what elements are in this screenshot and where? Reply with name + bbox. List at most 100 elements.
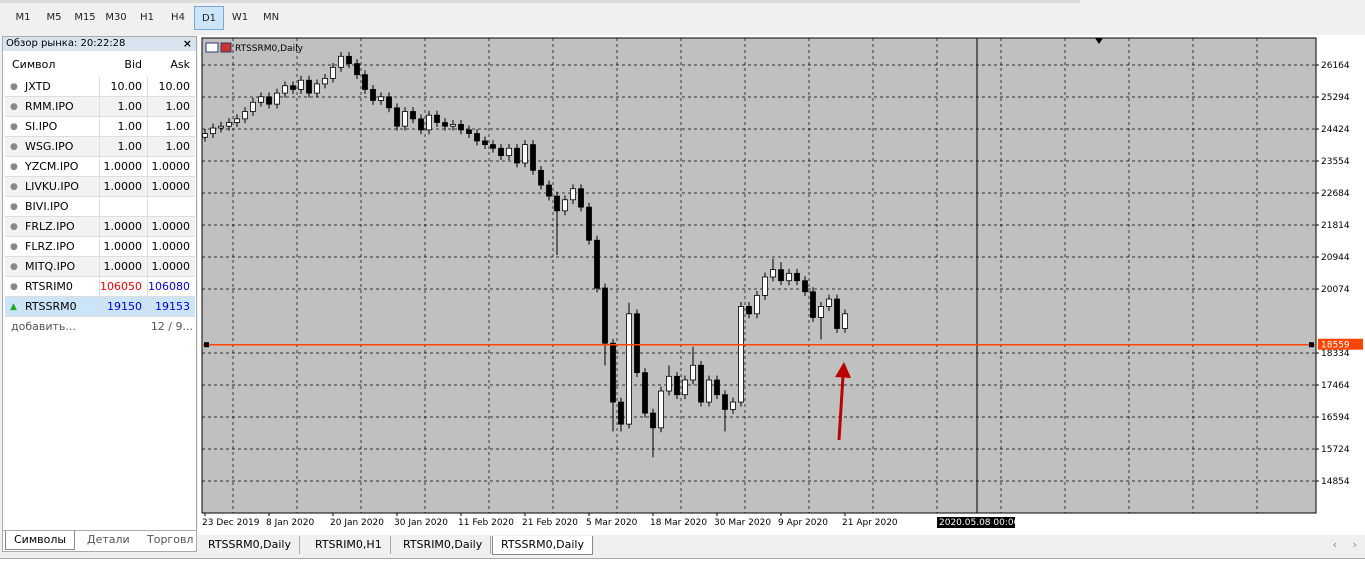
candle-body <box>418 118 424 131</box>
row-icon: ● <box>10 282 18 292</box>
candle-body <box>210 127 216 134</box>
candle-body <box>658 390 664 429</box>
candle-body <box>594 239 600 289</box>
price: 19150 <box>99 297 145 317</box>
candle-body <box>258 96 264 103</box>
price: 106080 <box>147 277 193 297</box>
timeframe-button[interactable]: M1 <box>15 12 31 23</box>
x-tick-label: 21 Feb 2020 <box>522 518 578 528</box>
chart-tab[interactable]: RTSSRM0,Daily <box>492 536 593 555</box>
y-tick-label: 26164 <box>1321 61 1350 71</box>
symbol-row[interactable]: ● SI.IPO 1.00 1.00 <box>5 117 195 137</box>
line-handle <box>204 342 209 348</box>
y-tick-label: 24424 <box>1321 125 1350 135</box>
x-tick-label: 5 Mar 2020 <box>586 518 638 528</box>
candle-body <box>602 287 608 344</box>
symbol-row[interactable]: ● FRLZ.IPO 1.0000 1.0000 <box>5 217 195 237</box>
candle-body <box>546 184 552 197</box>
price: 106050 <box>99 277 145 297</box>
mw-titlebar: Обзор рынка: 20:22:28 × <box>3 37 196 51</box>
y-tick-label: 20074 <box>1321 285 1350 295</box>
candle-body <box>378 96 384 101</box>
top-strip <box>0 0 1080 3</box>
price: 1.00 <box>147 117 193 137</box>
symbol: FLRZ.IPO <box>25 240 75 253</box>
chart-tab[interactable]: RTSSRM0,Daily <box>200 536 300 554</box>
symbol-row[interactable]: ● MITQ.IPO 1.0000 1.0000 <box>5 257 195 277</box>
row-icon: ● <box>10 162 18 172</box>
candle-body <box>538 169 544 186</box>
line-handle <box>1309 342 1314 348</box>
symbol-row[interactable]: ● LIVKU.IPO 1.0000 1.0000 <box>5 177 195 197</box>
timeframe-button[interactable]: M5 <box>46 12 62 23</box>
symbol-row[interactable]: ● RMM.IPO 1.00 1.00 <box>5 97 195 117</box>
x-tick-label: 21 Apr 2020 <box>842 518 898 528</box>
candle-body <box>610 342 616 403</box>
price: 1.0000 <box>99 257 145 277</box>
timeframe-button[interactable]: D1 <box>194 6 224 30</box>
symbol-row[interactable]: ▲ RTSSRM0 19150 19153 <box>5 297 195 317</box>
chart-tab[interactable]: RTSRIM0,H1 <box>307 536 391 554</box>
symbol: RTSRIM0 <box>25 280 73 293</box>
candle-body <box>762 276 768 296</box>
scroll-right[interactable]: › <box>1352 538 1357 551</box>
scroll-left[interactable]: ‹ <box>1332 538 1337 551</box>
close-button[interactable]: × <box>182 37 192 50</box>
panel-tab[interactable]: Символы <box>5 531 76 550</box>
symbol-row[interactable]: ● RTSRIM0 106050 106080 <box>5 277 195 297</box>
plot-area <box>201 37 1317 514</box>
timeframe-button[interactable]: H4 <box>171 12 185 23</box>
candle-body <box>474 133 480 142</box>
symbol-row[interactable]: ● WSG.IPO 1.00 1.00 <box>5 137 195 157</box>
timeframe-button[interactable]: MN <box>262 12 280 23</box>
symbol-row[interactable]: ● YZCM.IPO 1.0000 1.0000 <box>5 157 195 177</box>
chart-tab[interactable]: RTSRIM0,Daily <box>395 536 492 554</box>
x-tick-label: 11 Feb 2020 <box>458 518 514 528</box>
symbol: MITQ.IPO <box>25 260 76 273</box>
candle-body <box>450 123 456 127</box>
price: 1.0000 <box>99 157 145 177</box>
y-tick-label: 20944 <box>1321 253 1350 263</box>
timeframe-button[interactable]: W1 <box>231 12 249 23</box>
candle-body <box>234 118 240 123</box>
candle-body <box>218 125 224 129</box>
y-tick-label: 22684 <box>1321 189 1350 199</box>
symbol: BIVI.IPO <box>25 200 69 213</box>
y-tick-label: 18334 <box>1321 349 1350 359</box>
price: 1.0000 <box>147 177 193 197</box>
candle-body <box>530 144 536 171</box>
candle-body <box>482 140 488 145</box>
symbol-row[interactable]: ● BIVI.IPO <box>5 197 195 217</box>
symbol: YZCM.IPO <box>25 160 79 173</box>
y-tick-label: 25294 <box>1321 93 1350 103</box>
candle-body <box>626 313 632 425</box>
timeframe-button[interactable]: H1 <box>140 12 154 23</box>
price <box>147 197 193 217</box>
candle-body <box>410 111 416 120</box>
y-tick-label: 16594 <box>1321 413 1350 423</box>
crosshair-label: 2020.05.08 00:00 <box>939 518 1020 528</box>
candle-body <box>786 272 792 282</box>
symbol-row[interactable]: ● FLRZ.IPO 1.0000 1.0000 <box>5 237 195 257</box>
price <box>99 197 145 217</box>
timeframe-button[interactable]: M15 <box>74 12 96 23</box>
candle-body <box>826 298 832 307</box>
panel-tab[interactable]: Детали <box>87 533 130 546</box>
candle-body <box>266 96 272 105</box>
candle-body <box>354 63 360 76</box>
x-tick-label: 9 Apr 2020 <box>778 518 828 528</box>
y-tick-label: 15724 <box>1321 445 1350 455</box>
candle-body <box>402 111 408 127</box>
candle-body <box>554 195 560 212</box>
candle-body <box>810 291 816 318</box>
panel-tab[interactable]: Торговл <box>147 533 194 546</box>
timeframe-button[interactable]: M30 <box>105 12 127 23</box>
candle-body <box>290 85 296 90</box>
mw-title: Обзор рынка: 20:22:28 <box>6 38 126 49</box>
price: 10.00 <box>147 77 193 97</box>
add-symbol[interactable]: добавить... <box>11 320 76 333</box>
candle-body <box>834 298 840 329</box>
candle-body <box>242 111 248 120</box>
candle-body <box>426 114 432 131</box>
symbol-row[interactable]: ● JXTD 10.00 10.00 <box>5 77 195 97</box>
